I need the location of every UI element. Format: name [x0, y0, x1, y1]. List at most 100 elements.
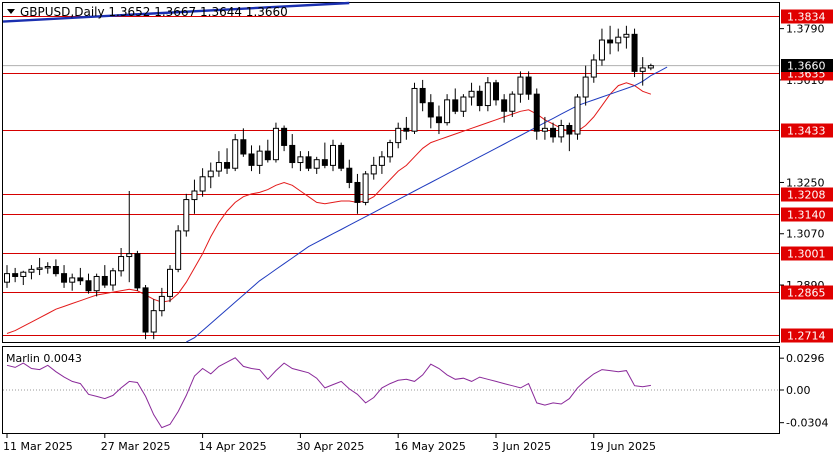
candle[interactable]: [126, 191, 133, 283]
candle[interactable]: [346, 159, 353, 189]
candle[interactable]: [452, 88, 459, 115]
candle[interactable]: [615, 28, 622, 52]
level-label-bg: [781, 285, 833, 300]
candle[interactable]: [297, 151, 304, 172]
candle[interactable]: [501, 94, 508, 123]
candle[interactable]: [444, 94, 451, 126]
candle[interactable]: [509, 91, 516, 117]
candle[interactable]: [387, 139, 394, 163]
candle[interactable]: [338, 142, 345, 172]
candle[interactable]: [362, 171, 369, 206]
candle[interactable]: [330, 139, 336, 172]
candle[interactable]: [493, 79, 499, 106]
candle[interactable]: [224, 148, 231, 174]
candle[interactable]: [525, 71, 532, 100]
candle-body-bear: [338, 144, 345, 169]
candle[interactable]: [435, 105, 442, 135]
candle[interactable]: [395, 122, 402, 149]
candle-body-bear: [12, 273, 19, 277]
candle-body-bull: [598, 39, 605, 61]
candle[interactable]: [590, 54, 597, 83]
candle[interactable]: [240, 128, 247, 157]
candle[interactable]: [207, 162, 214, 189]
candle[interactable]: [623, 25, 630, 49]
level-label: 1.3433: [787, 125, 826, 138]
candle[interactable]: [566, 122, 573, 152]
candle[interactable]: [264, 139, 271, 163]
candle-body-bull: [330, 144, 336, 166]
candle[interactable]: [61, 265, 68, 288]
candle[interactable]: [468, 82, 475, 106]
candle[interactable]: [150, 299, 157, 340]
current-price-tag: [781, 59, 833, 72]
candle[interactable]: [321, 142, 328, 169]
candle[interactable]: [158, 287, 165, 317]
candle[interactable]: [582, 65, 589, 106]
candle[interactable]: [191, 179, 198, 214]
candle[interactable]: [232, 134, 239, 172]
candle[interactable]: [77, 267, 84, 286]
candle[interactable]: [517, 71, 524, 103]
candle[interactable]: [403, 116, 410, 140]
candle[interactable]: [460, 94, 467, 117]
candle[interactable]: [272, 122, 279, 163]
candle[interactable]: [370, 156, 377, 180]
candle-body-bear: [435, 116, 442, 124]
candle[interactable]: [647, 63, 654, 71]
dropdown-triangle-icon[interactable]: [7, 9, 15, 14]
candle[interactable]: [411, 82, 418, 135]
candle[interactable]: [476, 85, 483, 112]
candle[interactable]: [639, 57, 646, 86]
candle-body-bear: [550, 127, 557, 138]
candle[interactable]: [354, 173, 361, 214]
candle[interactable]: [427, 94, 434, 129]
candle[interactable]: [101, 265, 108, 288]
candle[interactable]: [378, 151, 385, 174]
candle[interactable]: [533, 88, 540, 140]
candle[interactable]: [419, 79, 426, 112]
candle[interactable]: [289, 134, 296, 169]
candle[interactable]: [4, 265, 10, 288]
candle[interactable]: [118, 247, 125, 277]
candle[interactable]: [558, 119, 565, 143]
candle[interactable]: [52, 259, 59, 277]
level-label-bg: [781, 207, 833, 222]
candle[interactable]: [93, 273, 100, 297]
candle[interactable]: [85, 273, 92, 294]
candle[interactable]: [183, 193, 190, 237]
candle[interactable]: [20, 270, 27, 286]
candle[interactable]: [167, 265, 173, 303]
candle[interactable]: [28, 265, 35, 280]
candle[interactable]: [215, 151, 222, 177]
candle[interactable]: [631, 28, 638, 78]
candle[interactable]: [36, 257, 43, 276]
candle-body-bull: [118, 256, 125, 272]
candle[interactable]: [12, 267, 19, 283]
candle[interactable]: [175, 225, 182, 273]
candle[interactable]: [598, 28, 605, 66]
candle-body-bear: [427, 102, 434, 118]
candle[interactable]: [541, 116, 548, 140]
candle[interactable]: [313, 156, 320, 174]
candle[interactable]: [142, 285, 149, 340]
trend-line[interactable]: [2, 1, 350, 23]
candle[interactable]: [607, 25, 614, 55]
price-tick-label: 1.3070: [786, 228, 825, 241]
candle[interactable]: [248, 145, 255, 172]
candle[interactable]: [109, 267, 116, 291]
candle[interactable]: [199, 168, 206, 197]
date-label: 14 Apr 2025: [199, 440, 267, 453]
candle[interactable]: [574, 94, 581, 140]
candle[interactable]: [484, 77, 491, 112]
candle[interactable]: [134, 250, 141, 291]
level-label: 1.3001: [787, 248, 826, 261]
candle[interactable]: [305, 151, 312, 172]
candle[interactable]: [44, 262, 51, 274]
candle[interactable]: [69, 273, 76, 291]
candle[interactable]: [550, 122, 557, 143]
candle[interactable]: [281, 125, 288, 152]
candle[interactable]: [256, 145, 263, 174]
date-label: 30 Apr 2025: [296, 440, 364, 453]
